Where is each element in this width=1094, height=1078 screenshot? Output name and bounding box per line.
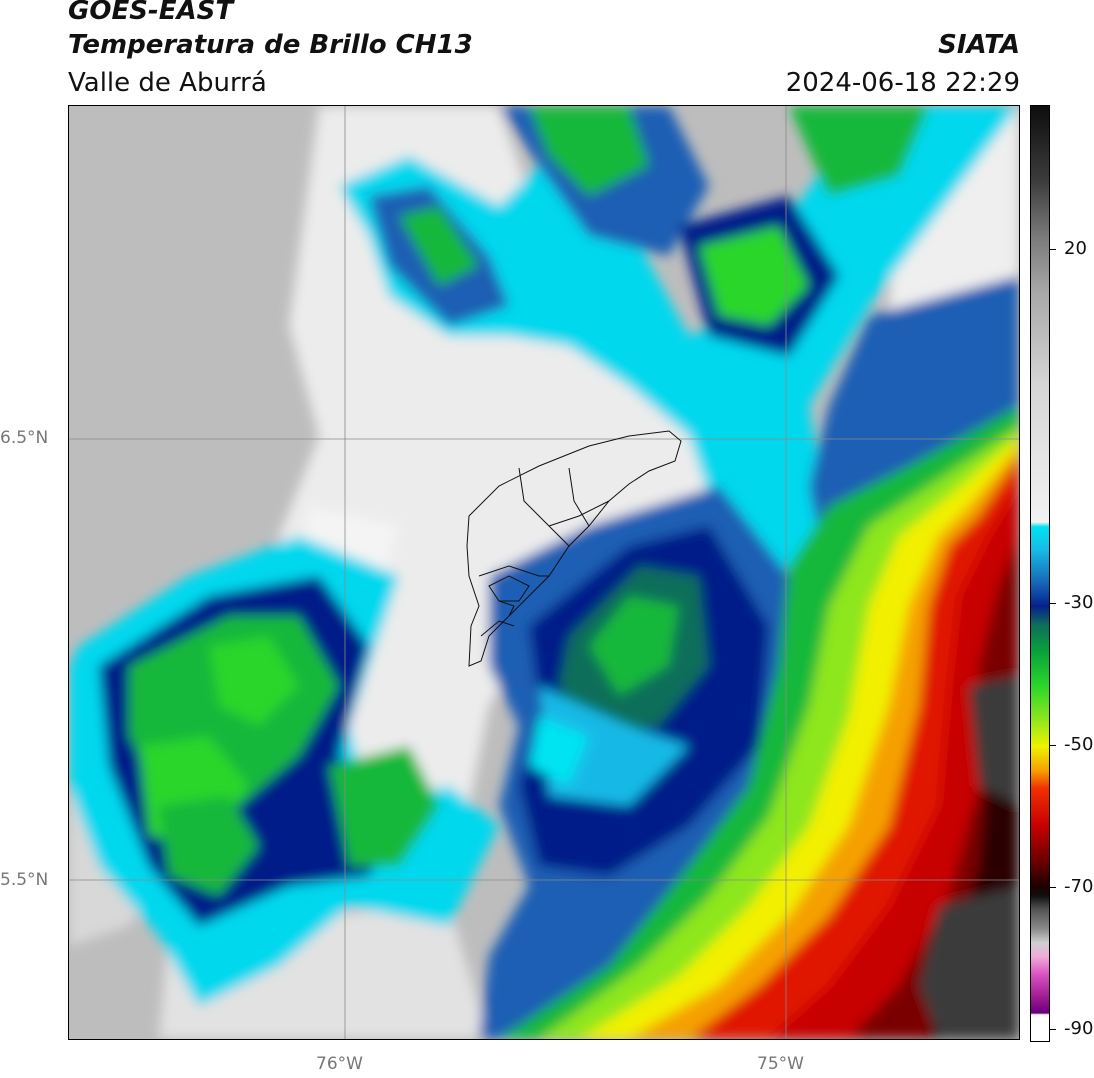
temperature-colorbar <box>1030 105 1050 1042</box>
longitude-label-75w: 75°W <box>757 1054 804 1074</box>
colorbar-label: 20 <box>1064 238 1087 259</box>
colorbar-label: -30 <box>1064 592 1094 613</box>
longitude-label-76w: 76°W <box>316 1054 363 1074</box>
brightness-temperature-field <box>69 106 1019 1039</box>
colorbar-tick <box>1050 1029 1056 1030</box>
region-subtitle: Valle de Aburrá <box>68 68 267 98</box>
colorbar-label: -50 <box>1064 734 1094 755</box>
product-title: Temperatura de Brillo CH13 <box>68 30 473 60</box>
latitude-label-5-5n: 5.5°N <box>0 870 49 890</box>
satellite-map[interactable] <box>68 105 1020 1040</box>
colorbar-tick <box>1050 603 1056 604</box>
colorbar-tick <box>1050 887 1056 888</box>
organization-label: SIATA <box>938 30 1020 60</box>
colorbar-tick <box>1050 249 1056 250</box>
satellite-title: GOES-EAST <box>68 0 234 26</box>
cloud-field <box>69 106 1019 1039</box>
timestamp-label: 2024-06-18 22:29 <box>785 68 1020 98</box>
municipal-boundaries <box>466 430 682 667</box>
colorbar-label: -70 <box>1064 876 1094 897</box>
colorbar-tick <box>1050 745 1056 746</box>
colorbar-label: -90 <box>1064 1018 1094 1039</box>
latitude-label-6-5n: 6.5°N <box>0 428 49 448</box>
